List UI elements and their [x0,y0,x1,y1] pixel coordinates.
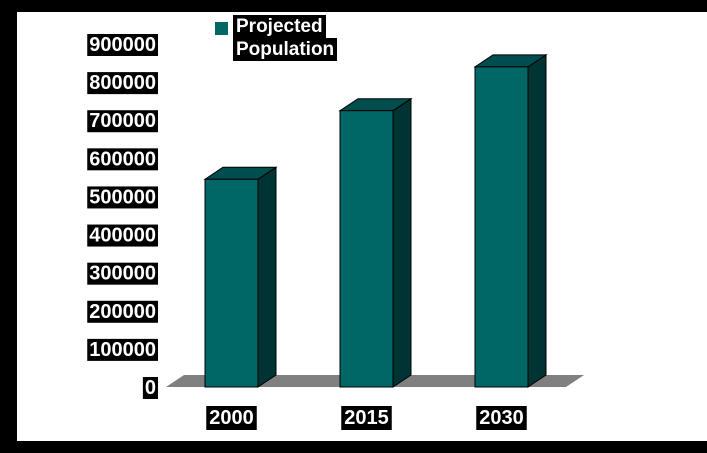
x-tick-label-bg [476,406,527,430]
y-tick-label: 100000 [89,339,156,361]
x-tick-label-bg [341,406,392,430]
bar [339,110,394,388]
y-tick-label: 700000 [89,110,156,132]
bar-side [527,53,547,388]
legend-label-line1: Projected [233,15,326,38]
legend-swatch [215,22,228,35]
bar-side [392,97,412,388]
y-tick-label: 900000 [89,34,156,56]
y-tick-label-bg [87,262,158,285]
x-tick-label-bg [206,406,257,430]
y-tick-label: 800000 [89,72,156,94]
y-tick-label-bg [87,72,158,95]
y-tick-label: 300000 [89,263,156,285]
x-tick-label: 2000 [209,407,254,429]
y-tick-label-bg [87,338,158,361]
legend-label-line2: Population [233,38,338,61]
y-tick-label: 400000 [89,225,156,247]
y-tick-label-bg [87,186,158,209]
legend-label: Projected Population [233,15,338,61]
y-tick-label-bg [87,300,158,323]
y-tick-label: 500000 [89,186,156,208]
x-tick-label: 2030 [479,407,524,429]
y-tick-label-bg [142,377,158,399]
y-tick-label-bg [87,110,158,133]
bar [204,178,259,388]
y-tick-label-bg [87,148,158,171]
y-tick-label: 0 [145,377,156,399]
bar [474,66,529,388]
y-tick-label-bg [87,224,158,247]
y-tick-label: 200000 [89,301,156,323]
x-tick-label: 2015 [344,407,389,429]
y-tick-label-bg [87,34,158,56]
bar-side [257,166,277,388]
y-tick-label: 600000 [89,148,156,170]
